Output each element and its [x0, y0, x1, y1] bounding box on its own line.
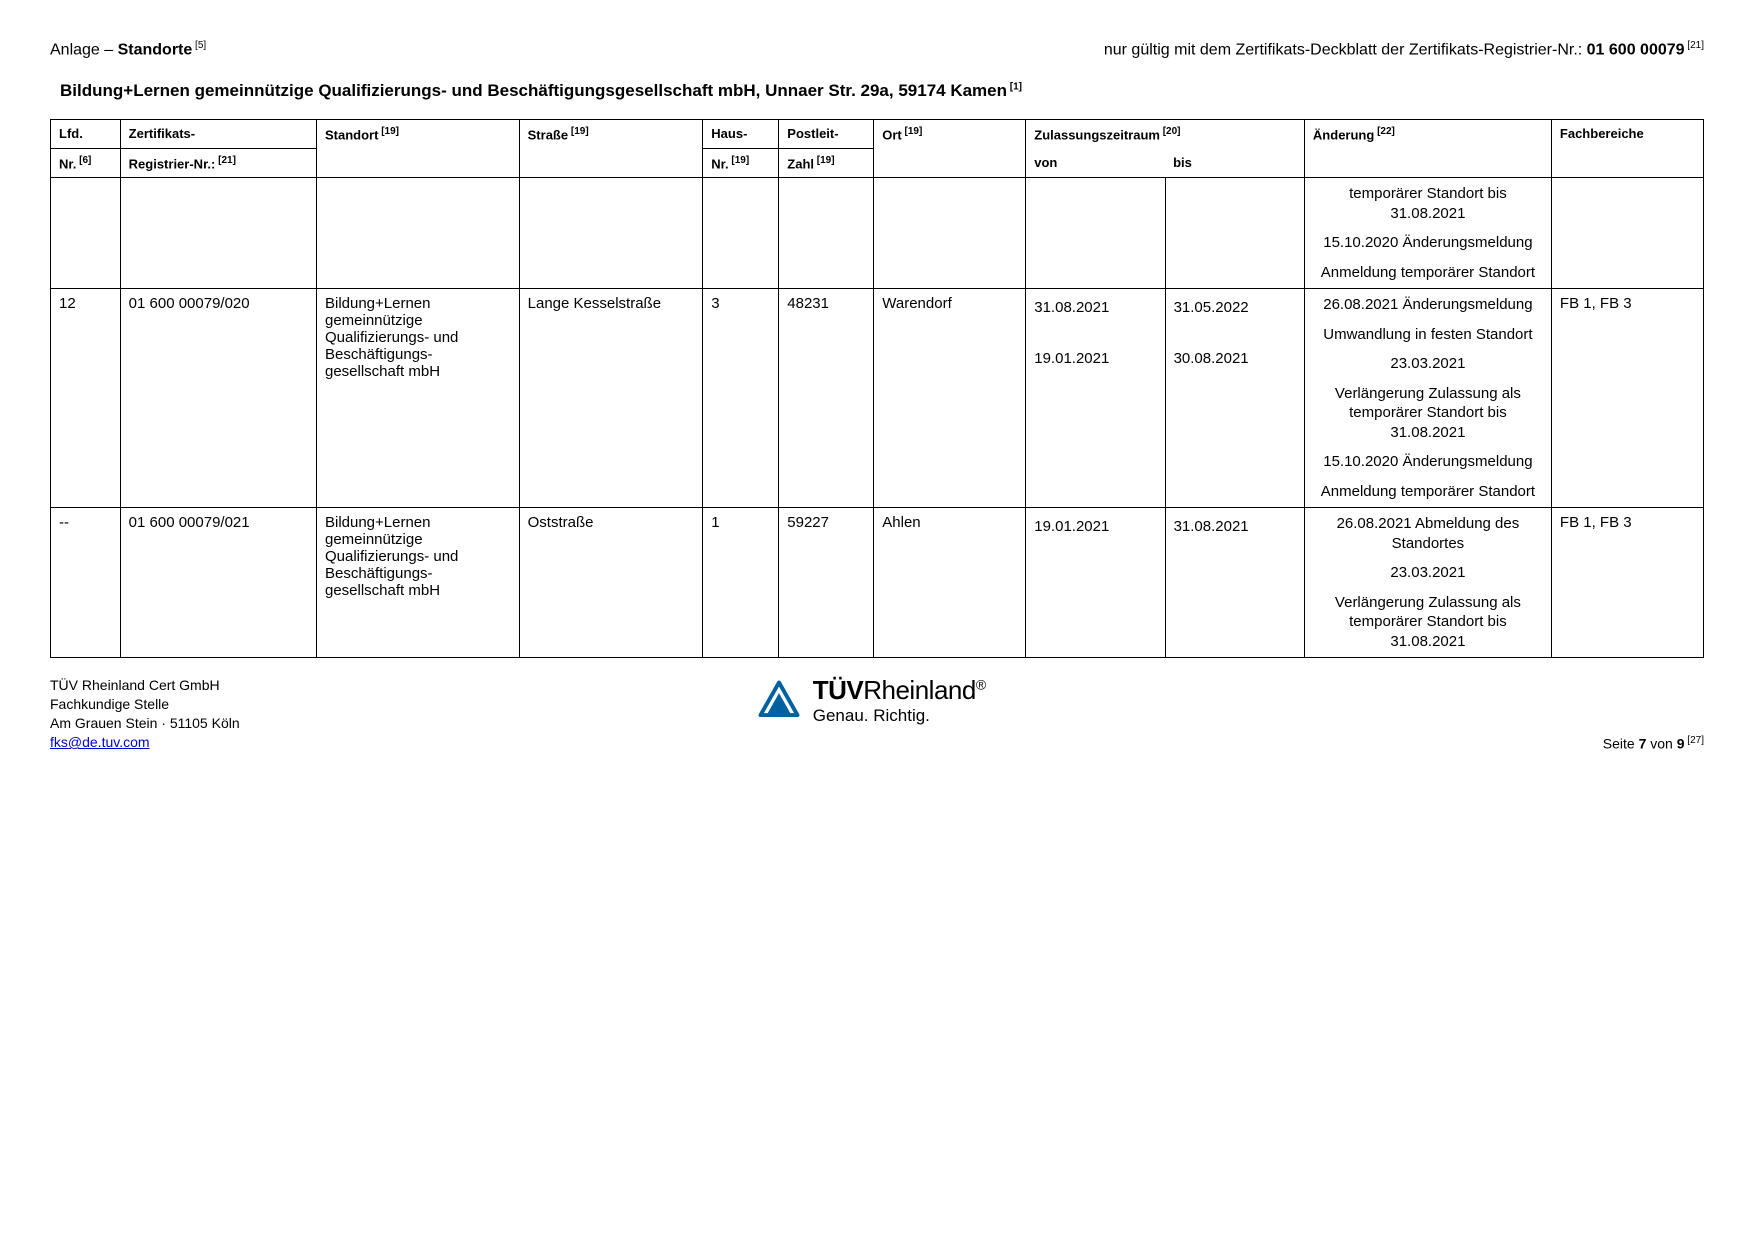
cell: 12: [51, 289, 121, 508]
validity-text: nur gültig mit dem Zertifikats-Deckblatt…: [1104, 41, 1587, 58]
cell: 01 600 00079/020: [120, 289, 316, 508]
cell: [519, 178, 703, 289]
cell: 48231: [779, 289, 874, 508]
table-body: temporärer Standort bis 31.08.202115.10.…: [51, 178, 1704, 658]
table-head: Lfd. Zertifikats- Standort [19] Straße […: [51, 120, 1704, 178]
cell: 19.01.2021: [1026, 508, 1165, 658]
cell: --: [51, 508, 121, 658]
cell-aenderung: 26.08.2021 Abmeldung des Standortes23.03…: [1304, 508, 1551, 658]
cell: Bildung+Lernen gemeinnützige Qualifizier…: [316, 289, 519, 508]
footer-email[interactable]: fks@de.tuv.com: [50, 734, 150, 750]
cell: 01 600 00079/021: [120, 508, 316, 658]
cert-sup: [21]: [1685, 40, 1704, 51]
cell: [51, 178, 121, 289]
header-right: nur gültig mit dem Zertifikats-Deckblatt…: [1104, 40, 1704, 59]
cell: [779, 178, 874, 289]
cell: FB 1, FB 3: [1551, 289, 1703, 508]
cell: [1551, 178, 1703, 289]
cell: 31.08.202119.01.2021: [1026, 289, 1165, 508]
footer: TÜV Rheinland Cert GmbH Fachkundige Stel…: [50, 676, 1704, 752]
cell: Ahlen: [874, 508, 1026, 658]
th-aend: Änderung [22]: [1304, 120, 1551, 178]
cell: Warendorf: [874, 289, 1026, 508]
header-row: Anlage – Standorte [5] nur gültig mit de…: [50, 40, 1704, 59]
cell: [1165, 178, 1304, 289]
anlage-sup: [5]: [192, 40, 206, 51]
th-plz: Postleit-: [779, 120, 874, 149]
th-ort: Ort [19]: [874, 120, 1026, 178]
footer-company: TÜV Rheinland Cert GmbH: [50, 676, 240, 695]
cell: Oststraße: [519, 508, 703, 658]
cell: [703, 178, 779, 289]
anlage-title: Standorte: [118, 41, 193, 58]
footer-center: TÜVRheinland® Genau. Richtig.: [757, 676, 986, 725]
cell: [120, 178, 316, 289]
th-von: von: [1026, 149, 1165, 178]
tuv-logo-icon: [757, 679, 801, 723]
th-reg: Zertifikats-: [120, 120, 316, 149]
header-left: Anlage – Standorte [5]: [50, 40, 206, 59]
cell: [874, 178, 1026, 289]
cell: 59227: [779, 508, 874, 658]
th-str: Straße [19]: [519, 120, 703, 178]
footer-dept: Fachkundige Stelle: [50, 695, 240, 714]
th-lfd: Lfd.: [51, 120, 121, 149]
cell: [1026, 178, 1165, 289]
footer-left: TÜV Rheinland Cert GmbH Fachkundige Stel…: [50, 676, 240, 752]
tuv-brand: TÜVRheinland®: [813, 676, 986, 705]
subtitle-sup: [1]: [1007, 82, 1022, 93]
th-plz2: Zahl [19]: [779, 149, 874, 178]
cert-number: 01 600 00079: [1587, 41, 1685, 58]
subtitle: Bildung+Lernen gemeinnützige Qualifizier…: [60, 81, 1704, 101]
footer-addr: Am Grauen Stein · 51105 Köln: [50, 714, 240, 733]
cell-aenderung: temporärer Standort bis 31.08.202115.10.…: [1304, 178, 1551, 289]
cell: 1: [703, 508, 779, 658]
cell: 3: [703, 289, 779, 508]
cell-aenderung: 26.08.2021 ÄnderungsmeldungUmwandlung in…: [1304, 289, 1551, 508]
tuv-tagline: Genau. Richtig.: [813, 707, 986, 726]
cell: 31.05.202230.08.2021: [1165, 289, 1304, 508]
th-lfd2: Nr. [6]: [51, 149, 121, 178]
cell: 31.08.2021: [1165, 508, 1304, 658]
cell: Bildung+Lernen gemeinnützige Qualifizier…: [316, 508, 519, 658]
th-zeit: Zulassungszeitraum [20]: [1026, 120, 1305, 149]
th-stand: Standort [19]: [316, 120, 519, 178]
th-fb: Fachbereiche: [1551, 120, 1703, 178]
table-row: 1201 600 00079/020Bildung+Lernen gemeinn…: [51, 289, 1704, 508]
anlage-prefix: Anlage –: [50, 41, 118, 58]
table-row: temporärer Standort bis 31.08.202115.10.…: [51, 178, 1704, 289]
table-row: --01 600 00079/021Bildung+Lernen gemeinn…: [51, 508, 1704, 658]
th-haus: Haus-: [703, 120, 779, 149]
subtitle-text: Bildung+Lernen gemeinnützige Qualifizier…: [60, 81, 1007, 100]
tuv-text: TÜVRheinland® Genau. Richtig.: [813, 676, 986, 725]
cell: [316, 178, 519, 289]
th-bis: bis: [1165, 149, 1304, 178]
cell: Lange Kesselstraße: [519, 289, 703, 508]
th-reg2: Registrier-Nr.: [21]: [120, 149, 316, 178]
footer-page: Seite 7 von 9 [27]: [1603, 735, 1704, 752]
th-haus2: Nr. [19]: [703, 149, 779, 178]
locations-table: Lfd. Zertifikats- Standort [19] Straße […: [50, 119, 1704, 658]
cell: FB 1, FB 3: [1551, 508, 1703, 658]
